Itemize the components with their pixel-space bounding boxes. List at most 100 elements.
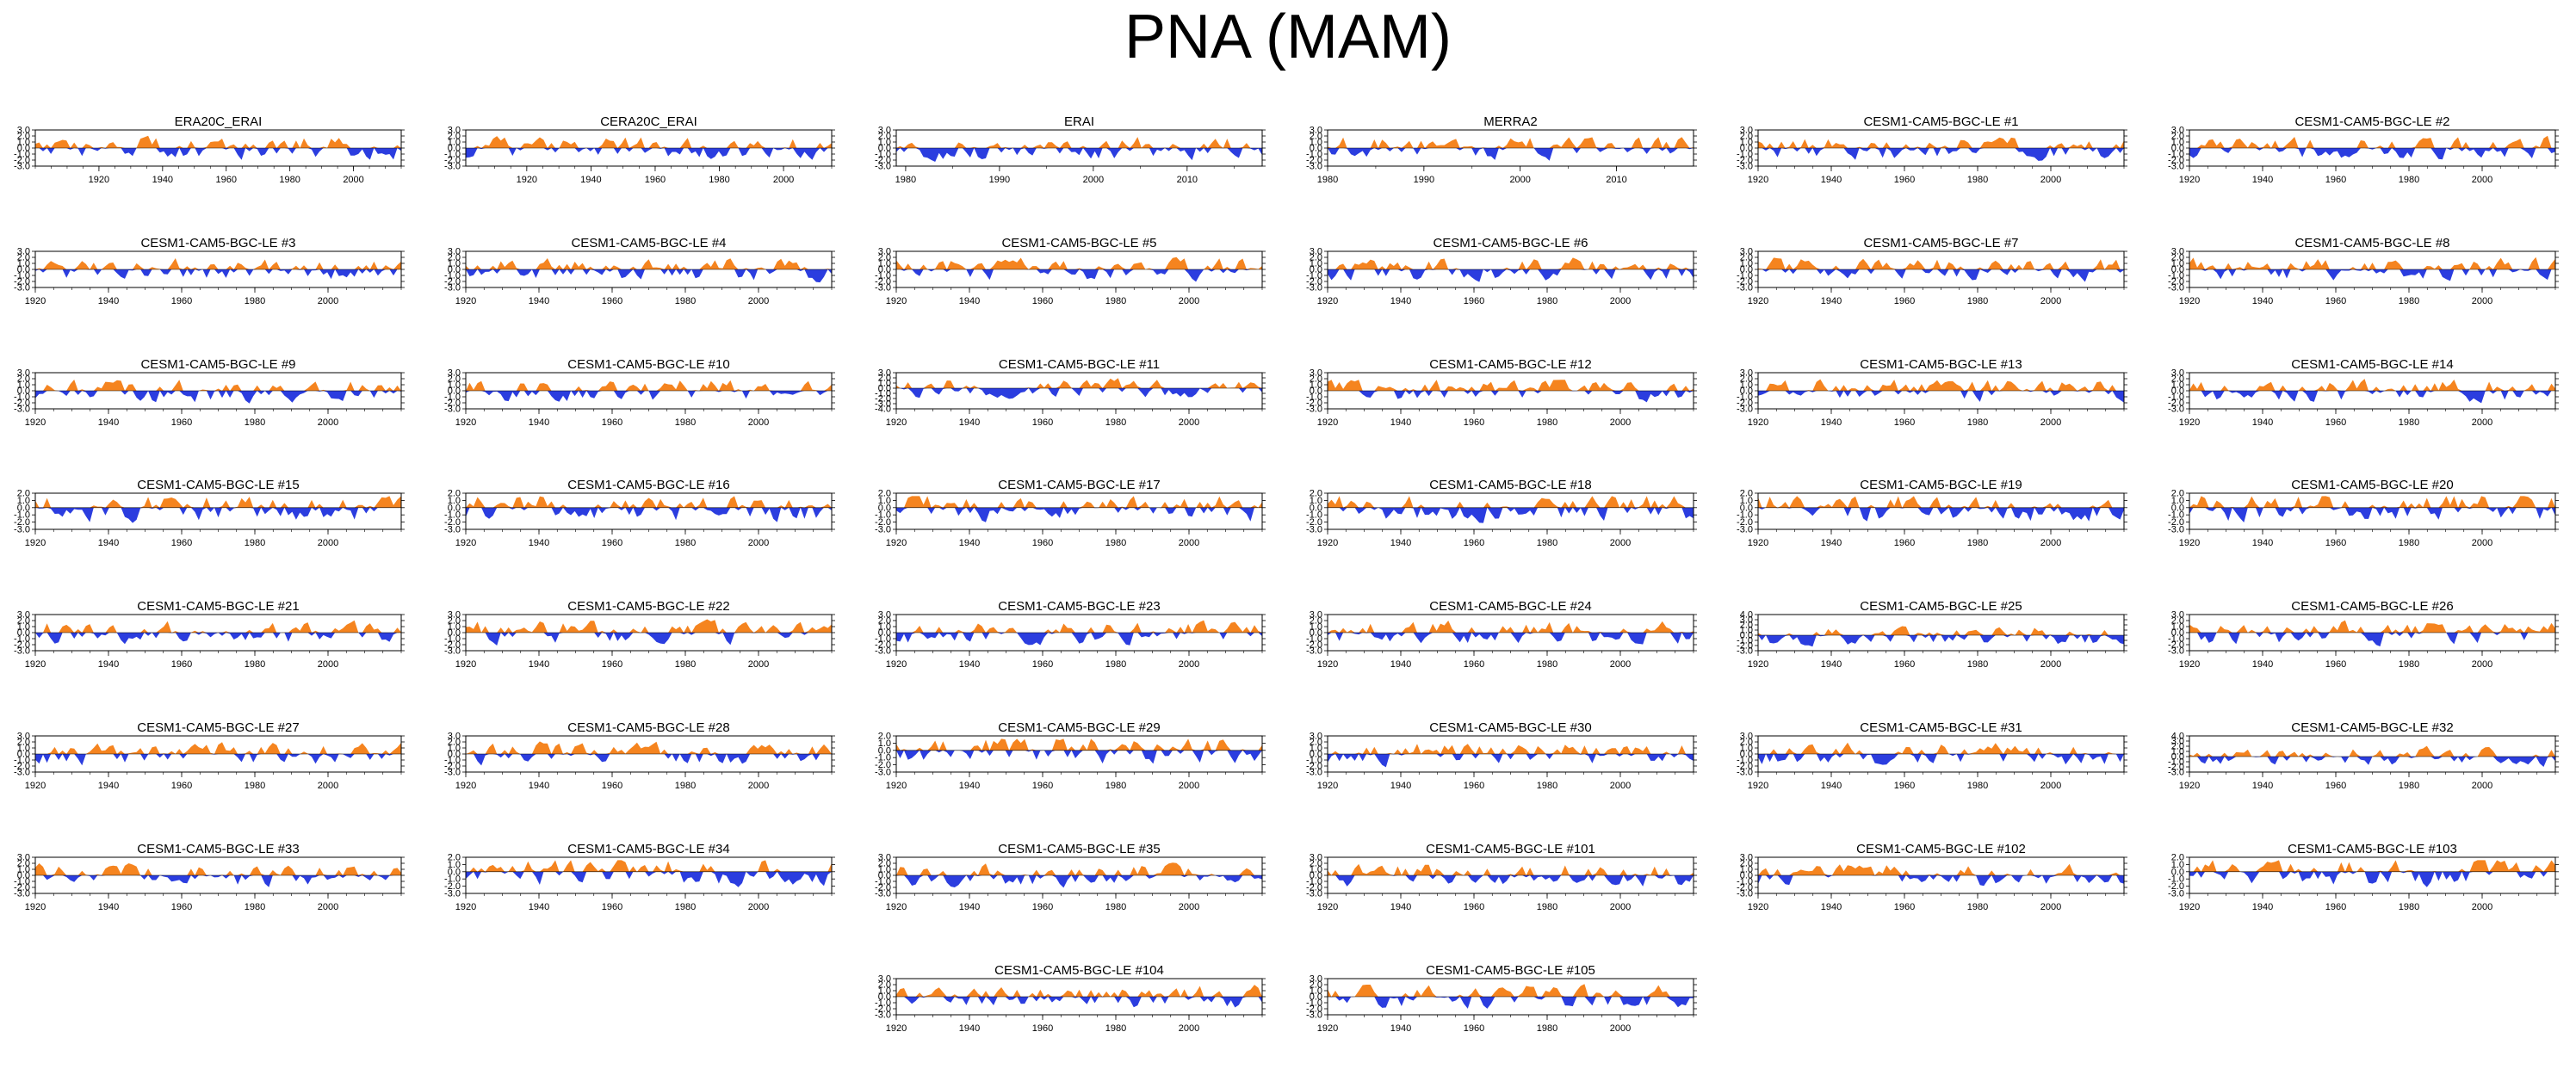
x-tick-label: 1980 bbox=[675, 296, 696, 306]
y-tick-label: 3.0 bbox=[1740, 615, 1753, 626]
positive-anomaly-area bbox=[35, 742, 401, 754]
y-tick-label: -1.0 bbox=[2168, 150, 2184, 160]
y-tick-label: 3.0 bbox=[448, 247, 461, 257]
y-tick-label: 0.0 bbox=[448, 750, 461, 760]
x-tick-label: 1980 bbox=[245, 417, 265, 428]
x-tick-label: 2000 bbox=[318, 417, 338, 428]
y-tick-label: 1.0 bbox=[448, 496, 461, 506]
x-tick-label: 1980 bbox=[2399, 781, 2419, 791]
y-tick-label: 1.0 bbox=[1310, 138, 1322, 148]
positive-anomaly-area bbox=[1758, 863, 2124, 875]
y-tick-label: 3.0 bbox=[878, 853, 891, 863]
x-tick-label: 1940 bbox=[1390, 538, 1411, 548]
positive-anomaly-area bbox=[2189, 745, 2555, 757]
panel: CESM1-CAM5-BGC-LE #1 3.02.01.00.0-1.0-2.0… bbox=[1737, 114, 2127, 185]
y-tick-label: -3.0 bbox=[444, 525, 461, 535]
x-tick-label: 1940 bbox=[959, 781, 980, 791]
y-tick-label: 3.0 bbox=[1740, 853, 1753, 863]
y-tick-label: -1.0 bbox=[875, 634, 891, 645]
positive-anomaly-area bbox=[2189, 135, 2555, 148]
positive-anomaly-area bbox=[35, 258, 401, 269]
y-tick-label: 3.0 bbox=[2171, 368, 2184, 379]
y-tick-label: 2.0 bbox=[1740, 738, 1753, 748]
y-tick-label: -2.0 bbox=[2168, 881, 2184, 892]
x-tick-label: 1960 bbox=[1464, 1023, 1484, 1034]
negative-anomaly-area bbox=[1758, 507, 2124, 522]
x-tick-label: 2000 bbox=[2040, 659, 2061, 670]
y-tick-label: -2.0 bbox=[14, 277, 30, 287]
x-tick-label: 1980 bbox=[2399, 296, 2419, 306]
x-tick-label: 1980 bbox=[2399, 175, 2419, 185]
negative-anomaly-area bbox=[466, 633, 832, 646]
y-tick-label: -3.0 bbox=[1306, 889, 1322, 899]
panel-title: CESM1-CAM5-BGC-LE #102 bbox=[1856, 842, 2026, 856]
x-tick-label: 1980 bbox=[2399, 417, 2419, 428]
positive-anomaly-area bbox=[466, 258, 832, 269]
x-tick-label: 1920 bbox=[2179, 538, 2200, 548]
panel: CESM1-CAM5-BGC-LE #34 2.01.00.0-1.0-2.0-3… bbox=[444, 842, 835, 912]
y-tick-label: -3.0 bbox=[1306, 162, 1322, 172]
panel: CESM1-CAM5-BGC-LE #23 3.02.01.00.0-1.0-2.… bbox=[875, 599, 1266, 670]
x-tick-label: 1960 bbox=[2325, 659, 2346, 670]
y-tick-label: -3.0 bbox=[875, 525, 891, 535]
y-tick-label: 2.0 bbox=[448, 616, 461, 627]
y-tick-label: -2.0 bbox=[444, 762, 461, 772]
x-tick-label: 1980 bbox=[895, 175, 916, 185]
x-tick-label: 2000 bbox=[2472, 417, 2492, 428]
panel: CESM1-CAM5-BGC-LE #12 3.02.01.00.0-1.0-2.… bbox=[1306, 357, 1697, 428]
y-tick-label: -2.0 bbox=[875, 394, 891, 405]
y-tick-label: 0.0 bbox=[17, 265, 30, 275]
x-tick-label: 1980 bbox=[245, 296, 265, 306]
x-tick-label: 1940 bbox=[529, 417, 549, 428]
y-tick-label: 2.0 bbox=[1310, 980, 1322, 991]
y-tick-label: 2.0 bbox=[17, 738, 30, 748]
y-tick-label: -1.0 bbox=[875, 510, 891, 521]
x-tick-label: 2000 bbox=[1179, 902, 1199, 912]
positive-anomaly-area bbox=[1328, 496, 1694, 508]
panel-title: CESM1-CAM5-BGC-LE #3 bbox=[140, 236, 295, 250]
x-tick-label: 1920 bbox=[455, 417, 476, 428]
x-tick-label: 1960 bbox=[602, 538, 622, 548]
x-tick-label: 1960 bbox=[1894, 902, 1915, 912]
y-tick-label: 3.0 bbox=[17, 247, 30, 257]
x-tick-label: 1940 bbox=[1390, 902, 1411, 912]
x-tick-label: 1940 bbox=[529, 538, 549, 548]
y-tick-label: -2.0 bbox=[2168, 763, 2184, 773]
y-tick-label: -3.0 bbox=[1737, 525, 1753, 535]
y-tick-label: 0.0 bbox=[448, 265, 461, 275]
y-tick-label: -1.0 bbox=[2168, 874, 2184, 885]
x-tick-label: 1980 bbox=[1967, 781, 1988, 791]
panel: CESM1-CAM5-BGC-LE #28 3.02.01.00.0-1.0-2.… bbox=[444, 720, 835, 791]
positive-anomaly-area bbox=[1328, 257, 1694, 269]
y-tick-label: 2.0 bbox=[878, 859, 891, 869]
y-tick-label: -2.0 bbox=[14, 156, 30, 166]
panel: ERA20C_ERAI 3.02.01.00.0-1.0-2.0-3.0 1920 1… bbox=[14, 114, 405, 185]
y-tick-label: -3.0 bbox=[1737, 283, 1753, 294]
x-tick-label: 1980 bbox=[245, 781, 265, 791]
y-tick-label: 4.0 bbox=[1740, 610, 1753, 621]
y-tick-label: -3.0 bbox=[444, 162, 461, 172]
panel: CESM1-CAM5-BGC-LE #29 2.01.00.0-1.0-2.0-3… bbox=[875, 720, 1266, 791]
y-tick-label: -1.0 bbox=[444, 634, 461, 645]
x-tick-label: 1940 bbox=[1821, 781, 1842, 791]
y-tick-label: 2.0 bbox=[448, 132, 461, 142]
x-tick-label: 2000 bbox=[318, 781, 338, 791]
x-tick-label: 1980 bbox=[1967, 175, 1988, 185]
x-tick-label: 2000 bbox=[1610, 296, 1631, 306]
y-tick-label: 1.0 bbox=[878, 738, 891, 749]
y-tick-label: 1.0 bbox=[878, 986, 891, 997]
x-tick-label: 2000 bbox=[748, 417, 769, 428]
y-tick-label: -1.0 bbox=[14, 150, 30, 160]
panel-title: CESM1-CAM5-BGC-LE #15 bbox=[137, 478, 299, 492]
y-tick-label: -2.0 bbox=[2168, 640, 2184, 651]
y-tick-label: -1.0 bbox=[875, 753, 891, 763]
y-tick-label: -3.0 bbox=[14, 889, 30, 899]
y-tick-label: -2.0 bbox=[1737, 156, 1753, 166]
y-tick-label: -4.0 bbox=[875, 405, 891, 415]
y-tick-label: 2.0 bbox=[2171, 132, 2184, 142]
x-tick-label: 1960 bbox=[1894, 538, 1915, 548]
x-tick-label: 1980 bbox=[1537, 781, 1557, 791]
y-tick-label: 0.0 bbox=[878, 745, 891, 756]
y-tick-label: 2.0 bbox=[1310, 374, 1322, 385]
x-tick-label: 1980 bbox=[675, 902, 696, 912]
